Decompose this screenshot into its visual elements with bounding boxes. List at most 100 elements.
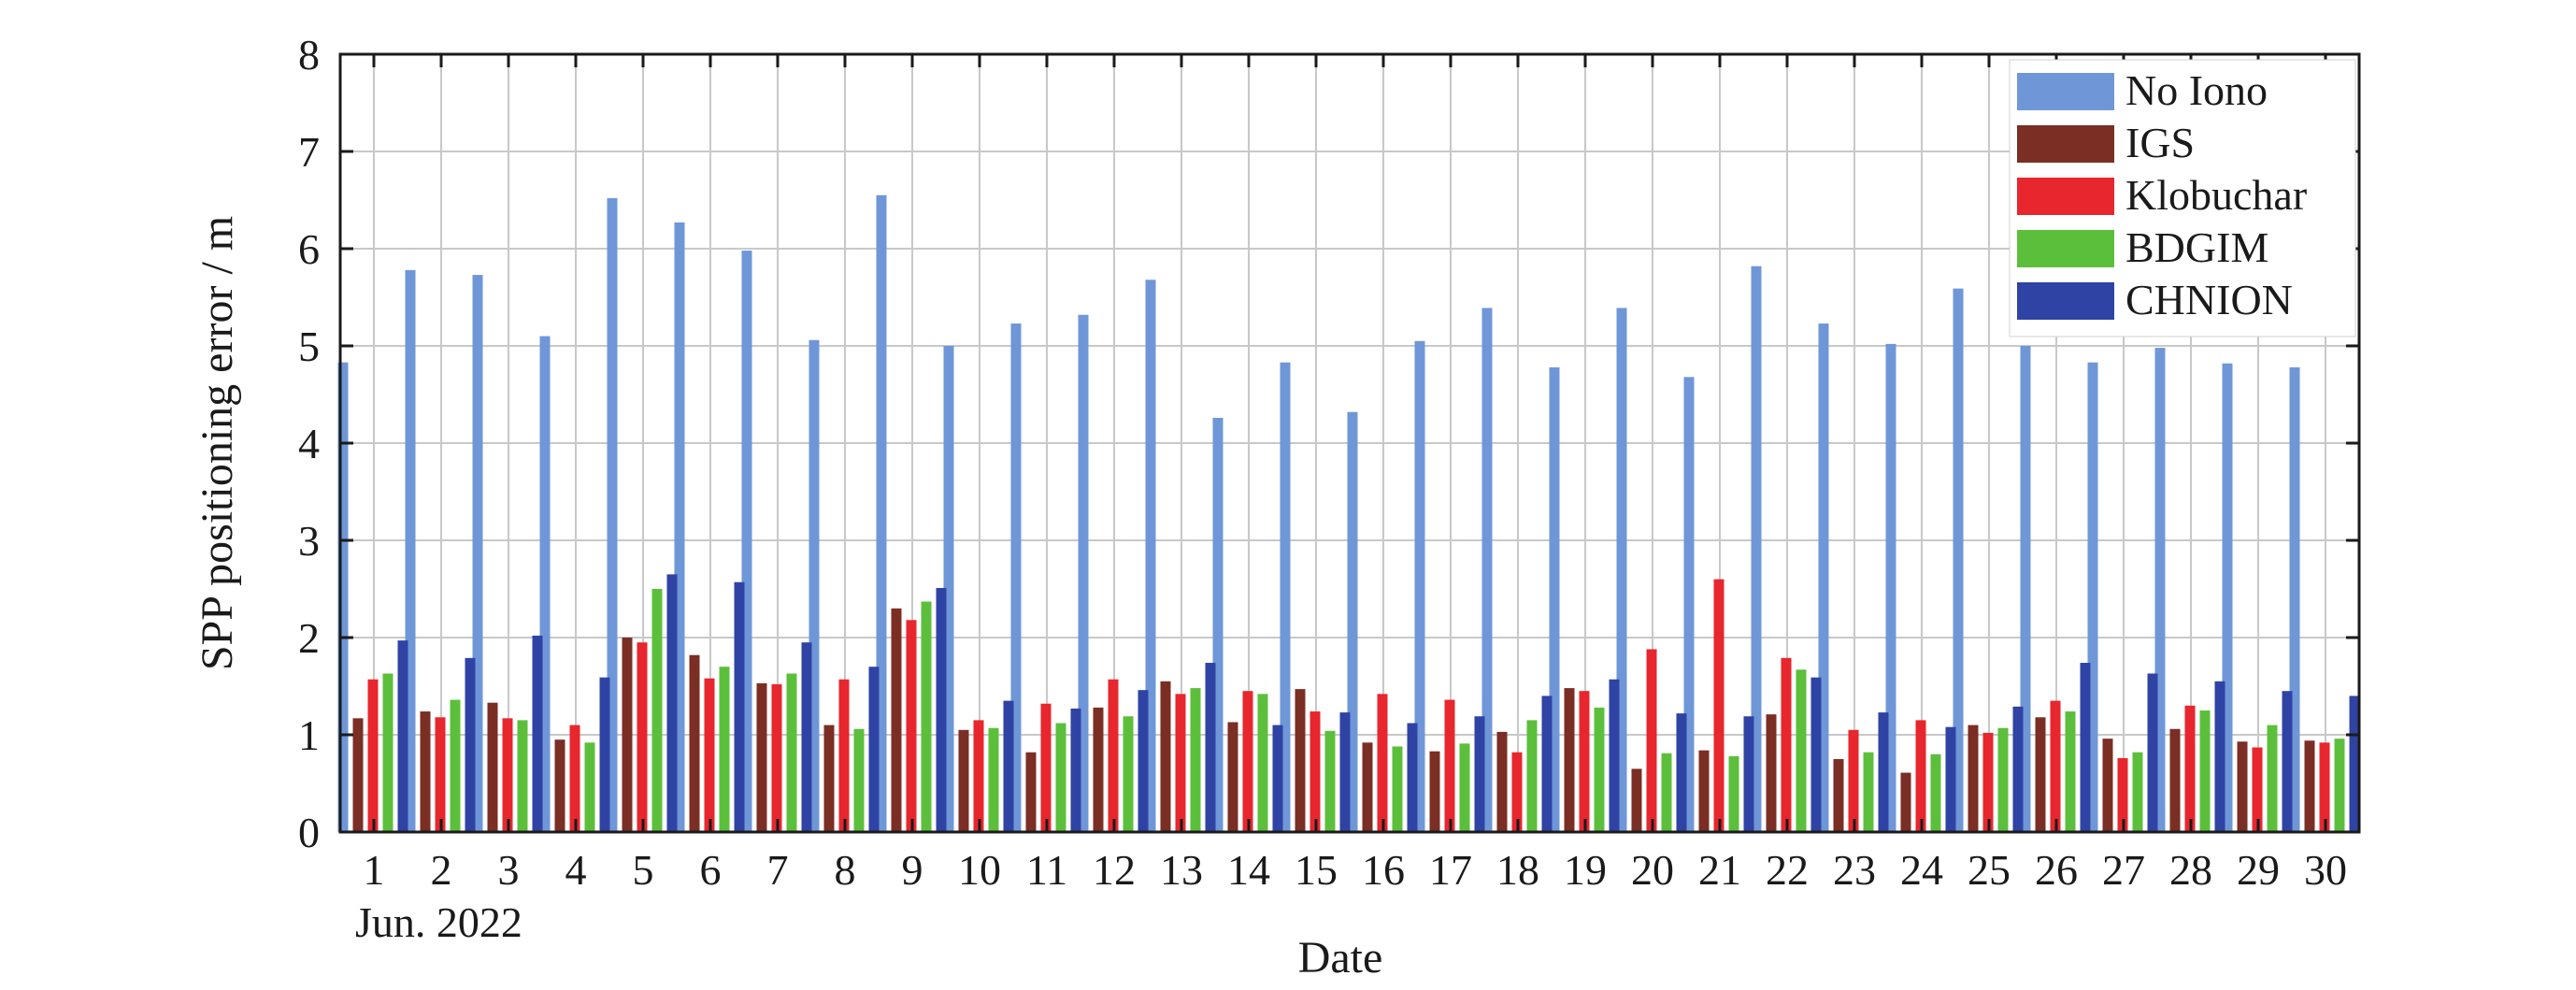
bar (1280, 362, 1291, 832)
series-4 (397, 574, 2360, 832)
x-tick-label: 9 (902, 846, 923, 894)
x-tick-label: 16 (1362, 846, 1405, 894)
bar (2102, 739, 2113, 832)
bar (1025, 752, 1037, 832)
y-tick-label: 8 (298, 31, 320, 79)
bar (2065, 711, 2076, 832)
x-tick-label: 26 (2035, 846, 2078, 894)
bar (1683, 377, 1695, 832)
bar (1190, 688, 1201, 832)
bar (756, 682, 767, 832)
bar (2289, 366, 2300, 832)
x-axis-label: Date (1298, 933, 1383, 983)
bar (1766, 714, 1777, 832)
x-tick-label: 27 (2102, 846, 2145, 894)
bar (397, 640, 408, 832)
bar (1392, 746, 1403, 832)
bar (1347, 411, 1358, 832)
bar (1848, 729, 1859, 832)
x-tick-label: 15 (1295, 846, 1338, 894)
bars (337, 194, 2360, 833)
x-tick-label: 13 (1160, 846, 1203, 894)
bar (2252, 747, 2263, 832)
bar (1915, 720, 1926, 832)
bar (1698, 750, 1710, 832)
bar (1878, 712, 1889, 832)
date-note: Jun. 2022 (355, 898, 522, 946)
bar (2147, 673, 2158, 832)
bar (2282, 691, 2293, 832)
x-tick-label: 6 (700, 846, 722, 894)
bar (1138, 690, 1149, 832)
bar (2214, 681, 2225, 832)
x-tick-label: 7 (767, 846, 789, 894)
bar (1212, 417, 1224, 832)
bar (786, 673, 797, 832)
bar (651, 589, 663, 832)
bar (1078, 314, 1089, 833)
bar (1885, 343, 1896, 832)
bar (2184, 705, 2196, 832)
bar (2334, 739, 2345, 832)
y-tick-label: 0 (298, 809, 320, 856)
bar (689, 654, 700, 832)
bar (1444, 699, 1455, 832)
x-tick-label: 1 (364, 846, 385, 894)
x-tick-label: 24 (1900, 846, 1943, 894)
bar (1818, 323, 1829, 833)
bar (958, 729, 969, 832)
bar (1093, 707, 1104, 832)
bar (1010, 323, 1022, 833)
bar (2035, 717, 2046, 832)
bar (1242, 691, 1253, 832)
x-tick-label: 2 (431, 846, 452, 894)
bar (973, 720, 984, 832)
bar (502, 718, 513, 832)
x-tick-label: 23 (1833, 846, 1876, 894)
bar (352, 718, 364, 832)
bar (1781, 657, 1792, 832)
x-tick-label: 25 (1968, 846, 2011, 894)
bar (1661, 753, 1672, 832)
x-tick-label: 3 (498, 846, 520, 894)
bar (1713, 579, 1724, 832)
bar (1459, 743, 1470, 832)
bar (622, 638, 633, 832)
bar (1474, 716, 1485, 832)
bar (584, 742, 595, 832)
bar (337, 362, 349, 832)
y-tick-label: 6 (298, 225, 320, 273)
bar (1414, 340, 1425, 832)
bar (1594, 707, 1605, 832)
bar (569, 725, 580, 832)
bar (532, 635, 543, 832)
bar (2199, 710, 2211, 832)
bar (1646, 649, 1657, 832)
bar (554, 739, 565, 832)
axis-ticks (340, 52, 2359, 834)
bar (539, 336, 551, 833)
bar (823, 725, 835, 832)
legend-swatch (2017, 282, 2114, 320)
bar (943, 346, 954, 832)
bar (1526, 720, 1538, 832)
y-tick-label: 3 (298, 517, 320, 565)
bar (1339, 712, 1351, 832)
bar (420, 711, 431, 832)
bar (1900, 772, 1911, 832)
bar (1145, 280, 1156, 832)
legend-label: No Iono (2125, 66, 2268, 114)
bar (599, 677, 610, 832)
x-tick-label: 19 (1564, 846, 1607, 894)
bar (1676, 713, 1687, 832)
bar (2349, 696, 2360, 832)
bar (2154, 348, 2166, 833)
x-tick-label: 4 (565, 846, 587, 894)
bar (2080, 663, 2091, 832)
x-tick-label: 14 (1227, 846, 1270, 894)
bar (704, 678, 715, 832)
bar (1579, 691, 1590, 832)
bar (1743, 716, 1754, 832)
